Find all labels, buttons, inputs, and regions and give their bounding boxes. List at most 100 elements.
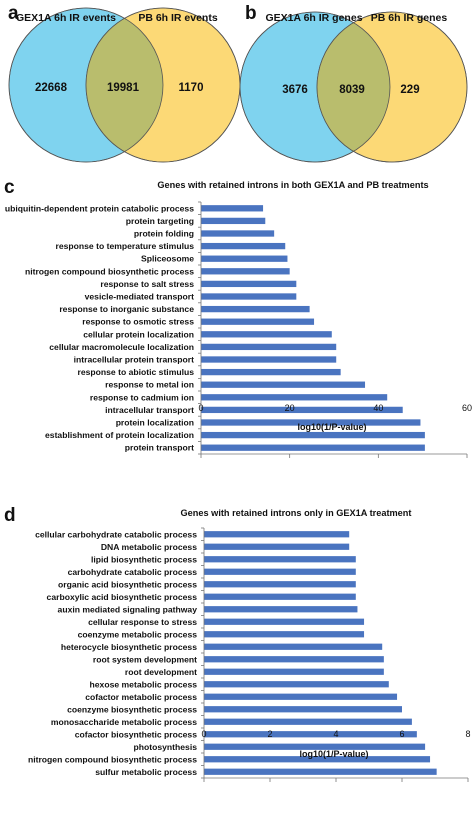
- venn-b-right-title: PB 6h IR genes: [371, 12, 448, 24]
- venn-b-right-count: 229: [400, 84, 419, 96]
- category-label: carbohydrate catabolic process: [68, 567, 198, 577]
- bar: [201, 331, 332, 338]
- bar: [204, 706, 402, 713]
- category-label: cellular macromolecule localization: [49, 342, 194, 352]
- bar: [204, 543, 350, 550]
- venn-b-left-title: GEX1A 6h IR genes: [265, 12, 362, 24]
- bar: [204, 668, 384, 675]
- x-tick-label: 20: [285, 403, 295, 413]
- category-label: coenzyme biosynthetic process: [67, 704, 197, 714]
- bar: [204, 731, 417, 738]
- category-label: response to salt stress: [100, 279, 194, 289]
- venn-a-right-count: 1170: [179, 82, 204, 94]
- venn-a-left-count: 22668: [35, 82, 68, 94]
- bar: [204, 618, 365, 625]
- bar: [201, 242, 286, 250]
- venn-a-right-title: PB 6h IR events: [138, 12, 218, 24]
- category-label: intracellular transport: [105, 405, 194, 415]
- bar: [204, 656, 384, 663]
- bar: [201, 343, 337, 351]
- venn-a-left-title: GEX1A 6h IR events: [16, 12, 116, 24]
- bar: [204, 718, 412, 725]
- category-label: organic acid biosynthetic process: [58, 579, 197, 589]
- x-axis-label: log10(1/P-value): [299, 749, 368, 759]
- category-label: coenzyme metabolic process: [78, 629, 198, 639]
- category-label: auxin mediated signaling pathway: [58, 604, 198, 614]
- venn-a-overlap-count: 19981: [107, 82, 140, 94]
- category-label: heterocycle biosynthetic process: [61, 642, 197, 652]
- bar: [204, 756, 431, 763]
- category-label: response to abiotic stimulus: [77, 367, 194, 377]
- category-label: protein transport: [125, 443, 194, 453]
- bar: [204, 531, 350, 538]
- category-label: hexose metabolic process: [90, 679, 198, 689]
- bar: [201, 305, 310, 313]
- category-label: cofactor metabolic process: [85, 692, 197, 702]
- bar: [201, 356, 337, 363]
- category-label: cellular protein localization: [83, 329, 194, 339]
- bar: [204, 768, 437, 775]
- bar: [204, 643, 383, 650]
- x-tick-label: 40: [373, 403, 383, 413]
- venn-a-overlap: [86, 8, 163, 162]
- category-label: intracellular protein transport: [74, 355, 194, 365]
- category-label: cellular carbohydrate catabolic process: [35, 529, 197, 539]
- chart-title: Genes with retained introns only in GEX1…: [181, 508, 412, 518]
- x-tick-label: 6: [399, 729, 404, 739]
- category-label: protein folding: [134, 229, 194, 239]
- category-label: nitrogen compound biosynthetic process: [25, 266, 194, 276]
- x-tick-label: 2: [267, 729, 272, 739]
- category-label: DNA metabolic process: [101, 542, 197, 552]
- x-axis-label: log10(1/P-value): [297, 422, 366, 432]
- category-label: root system development: [93, 654, 197, 664]
- category-label: protein localization: [116, 418, 194, 428]
- bar: [201, 217, 266, 225]
- category-label: cellular response to stress: [88, 617, 197, 627]
- category-label: response to osmotic stress: [82, 317, 194, 327]
- bar: [201, 280, 297, 288]
- bar: [201, 444, 425, 451]
- bar: [201, 431, 425, 439]
- x-tick-label: 60: [462, 403, 472, 413]
- bar-chart-c: Genes with retained introns in both GEX1…: [5, 180, 472, 458]
- category-label: sulfur metabolic process: [95, 767, 197, 777]
- category-label: monosaccharide metabolic process: [51, 717, 197, 727]
- category-label: nitrogen compound biosynthetic process: [28, 754, 197, 764]
- x-tick-label: 4: [333, 729, 338, 739]
- panel-letter-a: a: [8, 3, 19, 24]
- bar: [204, 581, 356, 588]
- bar: [201, 368, 341, 376]
- category-label: lipid biosynthetic process: [91, 554, 197, 564]
- bar: [201, 406, 403, 414]
- bar: [201, 268, 290, 275]
- venn-panel-b: b GEX1A 6h IR genes PB 6h IR genes 3676 …: [239, 3, 468, 163]
- category-label: vesicle-mediated transport: [85, 292, 195, 302]
- bar: [201, 318, 315, 325]
- category-label: protein targeting: [126, 216, 194, 226]
- category-label: root development: [125, 667, 197, 677]
- panel-letter-c: c: [4, 177, 15, 198]
- category-label: Spliceosome: [141, 254, 194, 264]
- category-label: response to inorganic substance: [59, 304, 194, 314]
- bar: [204, 556, 356, 563]
- bar: [204, 568, 356, 575]
- bar: [201, 419, 421, 426]
- panel-letter-d: d: [4, 505, 16, 526]
- category-label: establishment of protein localization: [45, 430, 194, 440]
- bar: [201, 205, 264, 212]
- bar: [201, 230, 275, 237]
- venn-panel-a: a GEX1A 6h IR events PB 6h IR events 226…: [8, 3, 241, 163]
- x-tick-label: 0: [201, 729, 206, 739]
- category-label: response to metal ion: [105, 380, 194, 390]
- bar: [201, 255, 288, 262]
- venn-b-left-count: 3676: [282, 84, 308, 96]
- category-label: ubiquitin-dependent protein catabolic pr…: [5, 203, 194, 213]
- bar: [201, 293, 297, 300]
- bar: [201, 394, 388, 401]
- venn-b-overlap-count: 8039: [339, 84, 365, 96]
- category-label: carboxylic acid biosynthetic process: [47, 592, 198, 602]
- x-tick-label: 8: [465, 729, 470, 739]
- bar-chart-d: Genes with retained introns only in GEX1…: [28, 508, 471, 782]
- panel-letter-b: b: [245, 3, 257, 24]
